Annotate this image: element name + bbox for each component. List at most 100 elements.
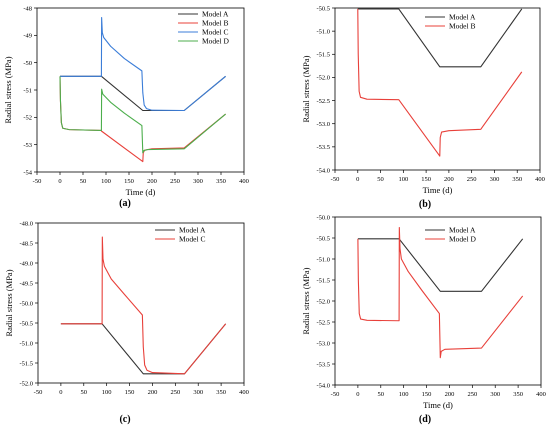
- y-tick-label: -50.5: [316, 235, 330, 242]
- x-axis-label: Time (d): [423, 400, 453, 410]
- x-tick-label: 150: [125, 389, 135, 396]
- series-line-model-c: [60, 236, 227, 375]
- x-tick-label: -50: [33, 178, 42, 185]
- x-tick-label: 50: [378, 391, 385, 398]
- y-tick-label: -51.5: [316, 52, 330, 59]
- y-tick-label: -51: [23, 87, 32, 94]
- y-tick-label: -52.5: [316, 319, 330, 326]
- legend-entry: Model C: [179, 235, 205, 244]
- panel-label: (c): [119, 414, 130, 425]
- x-tick-label: 300: [490, 176, 500, 183]
- legend-entry: Model A: [449, 13, 476, 22]
- y-tick-label: -51.0: [19, 340, 33, 347]
- y-tick-label: -54.0: [316, 382, 330, 389]
- x-tick-label: 200: [147, 178, 157, 185]
- legend-entry: Model A: [449, 226, 476, 235]
- legend-entry: Model D: [202, 37, 229, 46]
- y-tick-label: -52: [23, 115, 32, 122]
- y-axis-label: Radial stress (MPa): [3, 56, 13, 123]
- y-axis-label: Radial stress (MPa): [301, 55, 311, 122]
- x-tick-label: 50: [81, 389, 88, 396]
- x-tick-label: 350: [216, 178, 226, 185]
- y-tick-label: -53.5: [316, 361, 330, 368]
- y-tick-label: -53: [23, 142, 32, 149]
- x-tick-label: 400: [536, 391, 546, 398]
- y-tick-label: -54: [23, 169, 32, 176]
- x-tick-label: 250: [467, 391, 477, 398]
- x-tick-label: 100: [102, 389, 112, 396]
- y-tick-label: -50.5: [316, 5, 330, 12]
- x-tick-label: 250: [467, 176, 477, 183]
- chart-panel-2: -50 0 50 100 150 200 250 300 350 400 -54.0 -53.5 -53…: [301, 5, 545, 210]
- x-tick-label: 100: [398, 176, 408, 183]
- x-tick-label: 200: [444, 176, 454, 183]
- x-tick-label: 250: [170, 389, 180, 396]
- chart-panel-3: -50 0 50 100 150 200 250 300 350 400 -52.0 -51.5 -51…: [4, 220, 249, 425]
- y-tick-label: -50: [23, 60, 32, 67]
- series-line-model-d: [357, 226, 524, 359]
- panel-label: (d): [419, 414, 431, 425]
- legend-entry: Model B: [202, 19, 228, 28]
- legend-entry: Model B: [449, 22, 475, 31]
- y-tick-label: -54.0: [316, 167, 330, 174]
- series-line-model-d: [59, 76, 226, 154]
- y-tick-label: -48.0: [19, 220, 33, 227]
- x-tick-label: 100: [399, 391, 409, 398]
- plot-frame: [334, 7, 541, 171]
- x-tick-label: -50: [34, 389, 43, 396]
- x-tick-label: 150: [421, 176, 431, 183]
- y-tick-label: -48: [23, 5, 32, 12]
- y-axis-label: Radial stress (MPa): [4, 269, 14, 336]
- chart-panel-1: -50 0 50 100 150 200 250 300 350 400 -54 -53 -52 -51 -…: [3, 5, 249, 209]
- x-tick-label: 400: [239, 178, 249, 185]
- x-tick-label: 150: [422, 391, 432, 398]
- y-tick-label: -51.0: [316, 256, 330, 263]
- x-tick-label: 300: [490, 391, 500, 398]
- x-tick-label: 300: [193, 389, 203, 396]
- x-axis-label: Time (d): [423, 185, 453, 195]
- x-tick-label: 0: [356, 391, 359, 398]
- y-tick-label: -51.0: [316, 28, 330, 35]
- series-line-model-b: [357, 8, 523, 157]
- x-tick-label: 350: [513, 391, 523, 398]
- y-tick-label: -52.5: [316, 98, 330, 105]
- x-tick-label: 200: [148, 389, 158, 396]
- y-tick-label: -49: [23, 33, 32, 40]
- y-tick-label: -50.5: [19, 320, 33, 327]
- x-tick-label: 100: [101, 178, 111, 185]
- y-tick-label: -48.5: [19, 240, 33, 247]
- x-tick-label: 0: [59, 389, 62, 396]
- legend-entry: Model A: [179, 226, 206, 235]
- x-tick-label: 200: [445, 391, 455, 398]
- series-line-model-c: [60, 17, 226, 112]
- y-tick-label: -53.0: [316, 121, 330, 128]
- panel-label: (a): [119, 198, 131, 209]
- x-tick-label: 0: [58, 178, 61, 185]
- plot-frame: [334, 216, 542, 386]
- panel-label: (b): [419, 199, 431, 210]
- y-tick-label: -52.0: [19, 380, 33, 387]
- x-tick-label: 0: [356, 176, 359, 183]
- y-tick-label: -52.0: [316, 75, 330, 82]
- y-tick-label: -53.0: [316, 340, 330, 347]
- y-tick-label: -51.5: [316, 277, 330, 284]
- x-tick-label: 50: [377, 176, 384, 183]
- x-tick-label: -50: [331, 391, 340, 398]
- legend-entry: Model D: [449, 235, 476, 244]
- legend-entry: Model A: [202, 10, 229, 19]
- y-tick-label: -52.0: [316, 298, 330, 305]
- y-tick-label: -51.5: [19, 360, 33, 367]
- x-axis-label: Time (d): [126, 187, 156, 197]
- x-tick-label: 350: [216, 389, 226, 396]
- x-tick-label: 50: [80, 178, 87, 185]
- x-tick-label: 300: [193, 178, 203, 185]
- x-tick-label: 400: [239, 389, 249, 396]
- x-tick-label: 150: [124, 178, 134, 185]
- legend-entry: Model C: [202, 28, 228, 37]
- y-tick-label: -53.5: [316, 144, 330, 151]
- x-tick-label: 250: [170, 178, 180, 185]
- x-tick-label: 400: [535, 176, 545, 183]
- x-tick-label: 350: [512, 176, 522, 183]
- chart-panel-4: -50 0 50 100 150 200 250 300 350 400 -54.0 -53.5 -53…: [301, 214, 546, 425]
- plot-frame: [37, 222, 245, 384]
